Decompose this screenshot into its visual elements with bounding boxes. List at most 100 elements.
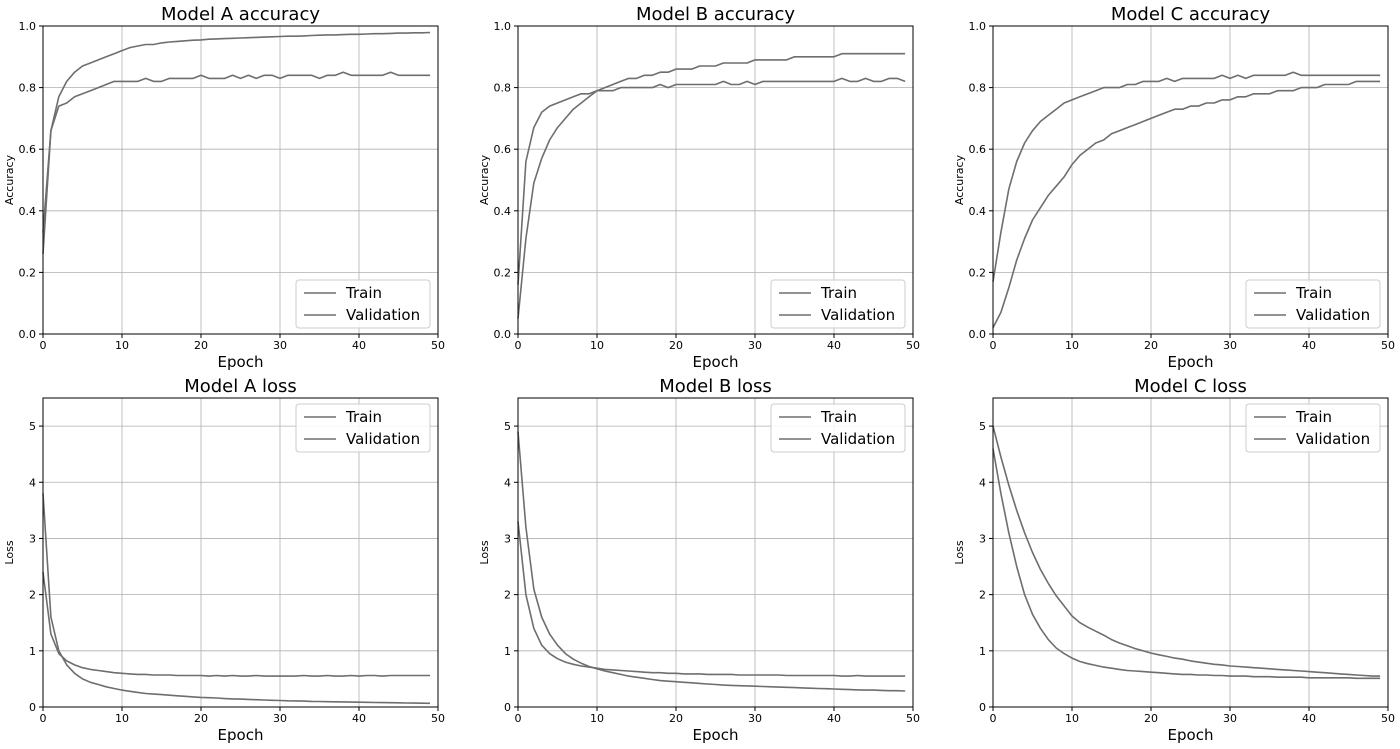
y-tick-label: 0.8 <box>19 82 37 95</box>
y-tick-label: 0.0 <box>494 328 512 341</box>
legend-box <box>770 403 906 453</box>
chart-title: Model C accuracy <box>1111 4 1271 25</box>
chart-model-b-accuracy: 0 10 20 30 40 50 0.0 0.2 0.4 0.6 0.8 1.0 Model B acc… <box>478 4 920 371</box>
x-tick-label: 20 <box>194 712 208 725</box>
y-tick-label: 0.4 <box>19 205 37 218</box>
y-tick-label: 0.8 <box>494 82 512 95</box>
x-tick-label: 50 <box>431 339 445 352</box>
chart-title: Model A loss <box>184 376 297 397</box>
y-tick-label: 0.6 <box>969 143 987 156</box>
x-tick-label: 10 <box>1065 712 1079 725</box>
y-tick-label: 4 <box>29 476 36 489</box>
y-tick-label: 0 <box>29 701 36 714</box>
chart-title: Model B accuracy <box>636 4 795 25</box>
x-tick-label: 0 <box>515 712 522 725</box>
x-tick-label: 40 <box>827 712 841 725</box>
x-tick-label: 10 <box>590 339 604 352</box>
legend-box <box>295 279 431 329</box>
y-tick-label: 1 <box>504 645 511 658</box>
y-tick-label: 1.0 <box>19 20 37 33</box>
y-tick-label: 3 <box>504 532 511 545</box>
series-line-train <box>517 52 906 319</box>
x-tick-label: 20 <box>1144 339 1158 352</box>
y-tick-label: 0.8 <box>969 82 987 95</box>
y-tick-label: 5 <box>504 420 511 433</box>
x-tick-label: 40 <box>1302 339 1316 352</box>
y-tick-label: 3 <box>979 532 986 545</box>
y-tick-label: 0.4 <box>494 205 512 218</box>
legend-label-validation: Validation <box>821 430 895 448</box>
legend: Train Validation <box>295 279 431 329</box>
legend-box <box>295 403 431 453</box>
legend-label-validation: Validation <box>821 306 895 324</box>
y-tick-label: 3 <box>29 532 36 545</box>
axes-frame <box>42 25 439 335</box>
x-axis-label: Epoch <box>693 726 739 744</box>
y-axis-label: Accuracy <box>3 154 16 205</box>
y-tick-label: 1.0 <box>494 20 512 33</box>
x-tick-label: 0 <box>40 712 47 725</box>
series-line-train <box>42 493 431 705</box>
legend: Train Validation <box>770 279 906 329</box>
x-tick-label: 30 <box>748 339 762 352</box>
y-tick-label: 4 <box>979 476 986 489</box>
x-tick-label: 20 <box>669 712 683 725</box>
y-tick-label: 0 <box>504 701 511 714</box>
y-tick-label: 5 <box>29 420 36 433</box>
y-tick-label: 0.2 <box>19 266 37 279</box>
legend-label-validation: Validation <box>346 430 420 448</box>
x-tick-label: 50 <box>906 339 920 352</box>
y-tick-label: 0.0 <box>969 328 987 341</box>
x-tick-label: 40 <box>827 339 841 352</box>
y-tick-label: 0.2 <box>969 266 987 279</box>
y-tick-label: 0.2 <box>494 266 512 279</box>
x-axis-label: Epoch <box>1168 726 1214 744</box>
y-tick-label: 0.0 <box>19 328 37 341</box>
series-line-validation <box>992 71 1381 282</box>
y-tick-label: 1.0 <box>969 20 987 33</box>
legend: Train Validation <box>1245 403 1381 453</box>
x-tick-label: 0 <box>990 712 997 725</box>
series-line-validation <box>992 448 1381 680</box>
y-tick-label: 0.6 <box>19 143 37 156</box>
chart-model-a-loss: 0 10 20 30 40 50 0 1 2 3 4 5 Model A loss Epoch Loss Tr… <box>3 376 445 744</box>
chart-title: Model B loss <box>659 376 772 397</box>
x-tick-label: 10 <box>590 712 604 725</box>
axes-frame <box>992 25 1389 335</box>
chart-model-b-loss: 0 10 20 30 40 50 0 1 2 3 4 5 Model B loss Epoch Loss Tr… <box>478 376 920 744</box>
chart-title: Model C loss <box>1134 376 1247 397</box>
y-tick-label: 0.4 <box>969 205 987 218</box>
series-line-train <box>992 425 1381 677</box>
chart-model-c-accuracy: 0 10 20 30 40 50 0.0 0.2 0.4 0.6 0.8 1.0 Model C acc… <box>953 4 1395 371</box>
chart-model-c-loss: 0 10 20 30 40 50 0 1 2 3 4 5 Model C loss Epoch Loss Tr… <box>953 376 1395 744</box>
axes-frame <box>992 397 1389 708</box>
y-tick-label: 2 <box>979 589 986 602</box>
x-tick-label: 10 <box>115 339 129 352</box>
y-axis-label: Loss <box>478 540 491 564</box>
x-tick-label: 50 <box>1381 712 1395 725</box>
x-tick-label: 50 <box>906 712 920 725</box>
x-tick-label: 10 <box>1065 339 1079 352</box>
legend-label-validation: Validation <box>1296 306 1370 324</box>
chart-title: Model A accuracy <box>161 4 320 25</box>
x-tick-label: 0 <box>40 339 47 352</box>
x-axis-label: Epoch <box>218 726 264 744</box>
x-tick-label: 20 <box>194 339 208 352</box>
legend-box <box>1245 279 1381 329</box>
axes-frame <box>517 397 914 708</box>
legend-box <box>1245 403 1381 453</box>
x-tick-label: 0 <box>515 339 522 352</box>
x-tick-label: 40 <box>1302 712 1316 725</box>
series-line-train <box>42 31 431 254</box>
x-tick-label: 30 <box>1223 339 1237 352</box>
y-tick-label: 0 <box>979 701 986 714</box>
x-tick-label: 20 <box>1144 712 1158 725</box>
x-tick-label: 50 <box>1381 339 1395 352</box>
x-tick-label: 30 <box>1223 712 1237 725</box>
legend: Train Validation <box>295 403 431 453</box>
axes-frame <box>517 25 914 335</box>
legend: Train Validation <box>770 403 906 453</box>
series-line-validation <box>517 77 906 285</box>
x-axis-label: Epoch <box>1168 353 1214 371</box>
